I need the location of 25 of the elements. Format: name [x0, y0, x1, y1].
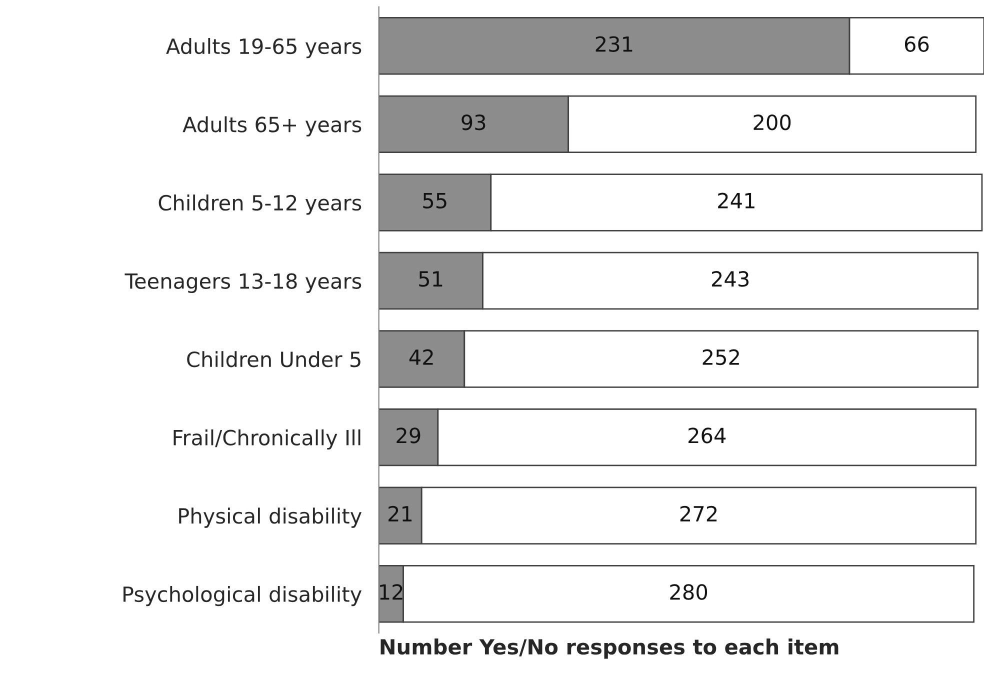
y-tick-label: Adults 19-65 years [166, 38, 362, 58]
data-label: 231 [596, 36, 632, 52]
data-label: 280 [670, 584, 708, 600]
data-label: 12 [380, 584, 402, 600]
data-label: 66 [904, 36, 929, 52]
y-tick-label: Psychological disability [124, 586, 362, 606]
data-label: 55 [423, 193, 446, 209]
y-tick-label: Teenagers 13-18 years [124, 273, 362, 293]
data-label: 241 [718, 192, 754, 208]
data-label: 243 [712, 271, 749, 287]
y-tick-label: Physical disability [179, 508, 362, 528]
data-label: 51 [419, 271, 442, 287]
data-label: 42 [409, 349, 433, 365]
data-label: 93 [462, 114, 486, 130]
x-axis-title: Number Yes/No responses to each item [380, 638, 838, 659]
data-label: 21 [388, 506, 412, 522]
data-label: 272 [680, 506, 717, 522]
data-label: 200 [754, 114, 791, 130]
data-label: 29 [396, 428, 420, 444]
data-label: 252 [702, 349, 739, 366]
y-tick-label: Children Under 5 [187, 351, 360, 368]
y-tick-label: Adults 65+ years [182, 116, 362, 136]
y-tick-label: Children 5-12 years [158, 194, 362, 215]
data-label: 264 [688, 428, 726, 444]
y-tick-label: Frail/Chronically Ill [174, 429, 360, 450]
